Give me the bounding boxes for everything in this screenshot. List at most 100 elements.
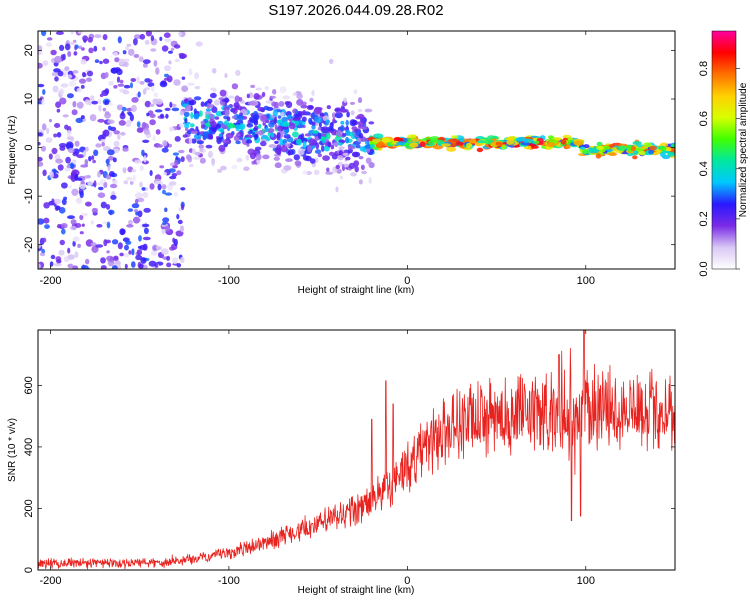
spectrogram-cell bbox=[122, 58, 130, 62]
spectrogram-cell bbox=[321, 128, 329, 134]
spectrogram-cell bbox=[165, 113, 169, 119]
spectrogram-cell bbox=[131, 203, 140, 209]
spectrogram-cell bbox=[127, 48, 135, 56]
spectrogram-cell bbox=[269, 95, 276, 99]
spectrogram-cell bbox=[321, 145, 325, 152]
snr-xtick-label: 0 bbox=[404, 575, 410, 587]
spectrogram-cell bbox=[349, 145, 355, 150]
spectrogram-cell bbox=[351, 119, 358, 126]
spectrogram-cell bbox=[42, 60, 49, 66]
snr-frame bbox=[37, 329, 676, 571]
spectrogram-cell bbox=[188, 137, 193, 145]
spectrogram-cell bbox=[123, 61, 129, 67]
spectrogram-cell bbox=[530, 145, 539, 149]
spectrogram-cell bbox=[76, 177, 83, 181]
spectrogram-cell bbox=[573, 140, 584, 146]
spectrogram-cell bbox=[108, 80, 114, 86]
spectrogram-cell bbox=[119, 252, 124, 257]
spectrogram-cell bbox=[139, 181, 143, 188]
spectrogram-cell bbox=[632, 141, 642, 145]
spectrogram-cell bbox=[58, 207, 66, 214]
spectrogram-cell bbox=[317, 153, 322, 158]
spectrogram-cell bbox=[259, 114, 267, 123]
spectrogram-cell bbox=[135, 254, 143, 261]
spectrogram-cell bbox=[358, 133, 364, 139]
spectrogram-cell bbox=[211, 159, 215, 167]
spectrogram-cell bbox=[325, 171, 333, 175]
spectrogram-cell bbox=[48, 153, 53, 160]
spectrogram-cell bbox=[153, 92, 159, 98]
spectrogram-cell bbox=[292, 117, 301, 121]
spectrogram-cell bbox=[279, 86, 287, 94]
spectrogram-cell bbox=[307, 145, 312, 153]
spectrogram-cell bbox=[642, 142, 653, 148]
spectrogram-cell bbox=[79, 214, 84, 221]
spectrogram-cell bbox=[161, 229, 166, 235]
spectrogram-xtick-label: 100 bbox=[577, 275, 595, 287]
spectrogram-cell bbox=[179, 110, 185, 116]
spectrogram-cell bbox=[436, 139, 444, 145]
spectrogram-cell bbox=[211, 106, 218, 113]
spectrogram-cell bbox=[131, 97, 139, 103]
colorbar-tick-label: 0.8 bbox=[698, 61, 710, 76]
spectrogram-cell bbox=[188, 163, 194, 168]
spectrogram-cell bbox=[166, 255, 171, 261]
spectrogram-cell bbox=[64, 167, 71, 172]
spectrogram-cell bbox=[149, 170, 153, 176]
spectrogram-cell bbox=[162, 217, 170, 223]
spectrogram-cell bbox=[441, 143, 451, 147]
spectrogram-cell bbox=[659, 151, 666, 158]
spectrogram-cell bbox=[55, 101, 62, 108]
spectrogram-cell bbox=[119, 228, 126, 236]
spectrogram-cell bbox=[448, 138, 459, 143]
spectrogram-cell bbox=[169, 101, 173, 108]
spectrogram-cell bbox=[232, 107, 238, 115]
spectrogram-cell bbox=[144, 39, 150, 45]
colorbar-label: Normalized spectral amplitude bbox=[738, 82, 749, 217]
spectrogram-cell bbox=[77, 31, 83, 34]
spectrogram-cell bbox=[119, 112, 126, 120]
spectrogram-cell bbox=[285, 143, 291, 148]
spectrogram-cell bbox=[205, 144, 213, 149]
spectrogram-cell bbox=[84, 159, 89, 166]
spectrogram-cell bbox=[311, 121, 316, 126]
spectrogram-cell bbox=[186, 130, 192, 135]
spectrogram-cell bbox=[193, 113, 200, 120]
spectrogram-cell bbox=[58, 249, 65, 256]
spectrogram-cell bbox=[81, 223, 85, 227]
spectrogram-cell bbox=[80, 115, 85, 120]
spectrogram-cell bbox=[117, 242, 123, 250]
spectrogram-cell bbox=[41, 31, 47, 37]
spectrogram-cell bbox=[41, 145, 46, 152]
spectrogram-cell bbox=[231, 115, 237, 119]
spectrogram-cell bbox=[210, 87, 217, 91]
spectrogram-cell bbox=[254, 146, 262, 151]
spectrogram-cell bbox=[506, 139, 515, 145]
spectrogram-cell bbox=[596, 145, 604, 150]
spectrogram-cell bbox=[297, 148, 305, 156]
spectrogram-cell bbox=[358, 179, 363, 185]
spectrogram-cell bbox=[179, 225, 185, 233]
spectrogram-cell bbox=[274, 124, 278, 130]
spectrogram-cell bbox=[267, 128, 275, 133]
spectrogram-cell bbox=[649, 146, 657, 151]
spectrogram-cell bbox=[45, 42, 52, 47]
spectrogram-cell bbox=[173, 191, 178, 197]
spectrogram-cell bbox=[199, 148, 204, 152]
spectrogram-cell bbox=[184, 104, 192, 112]
spectrogram-cell bbox=[139, 33, 146, 40]
spectrogram-cell bbox=[125, 46, 129, 50]
spectrogram-cell bbox=[353, 151, 357, 158]
spectrogram-cell bbox=[210, 121, 217, 128]
spectrogram-cell bbox=[38, 132, 43, 137]
spectrogram-cell bbox=[357, 121, 365, 126]
spectrogram-cell bbox=[188, 68, 193, 76]
spectrogram-cell bbox=[71, 188, 79, 196]
spectrogram-cell bbox=[55, 31, 64, 35]
spectrogram-cell bbox=[59, 145, 66, 151]
spectrogram-cell bbox=[332, 118, 336, 124]
spectrogram-cell bbox=[152, 135, 156, 142]
spectrogram-cell bbox=[43, 217, 50, 224]
